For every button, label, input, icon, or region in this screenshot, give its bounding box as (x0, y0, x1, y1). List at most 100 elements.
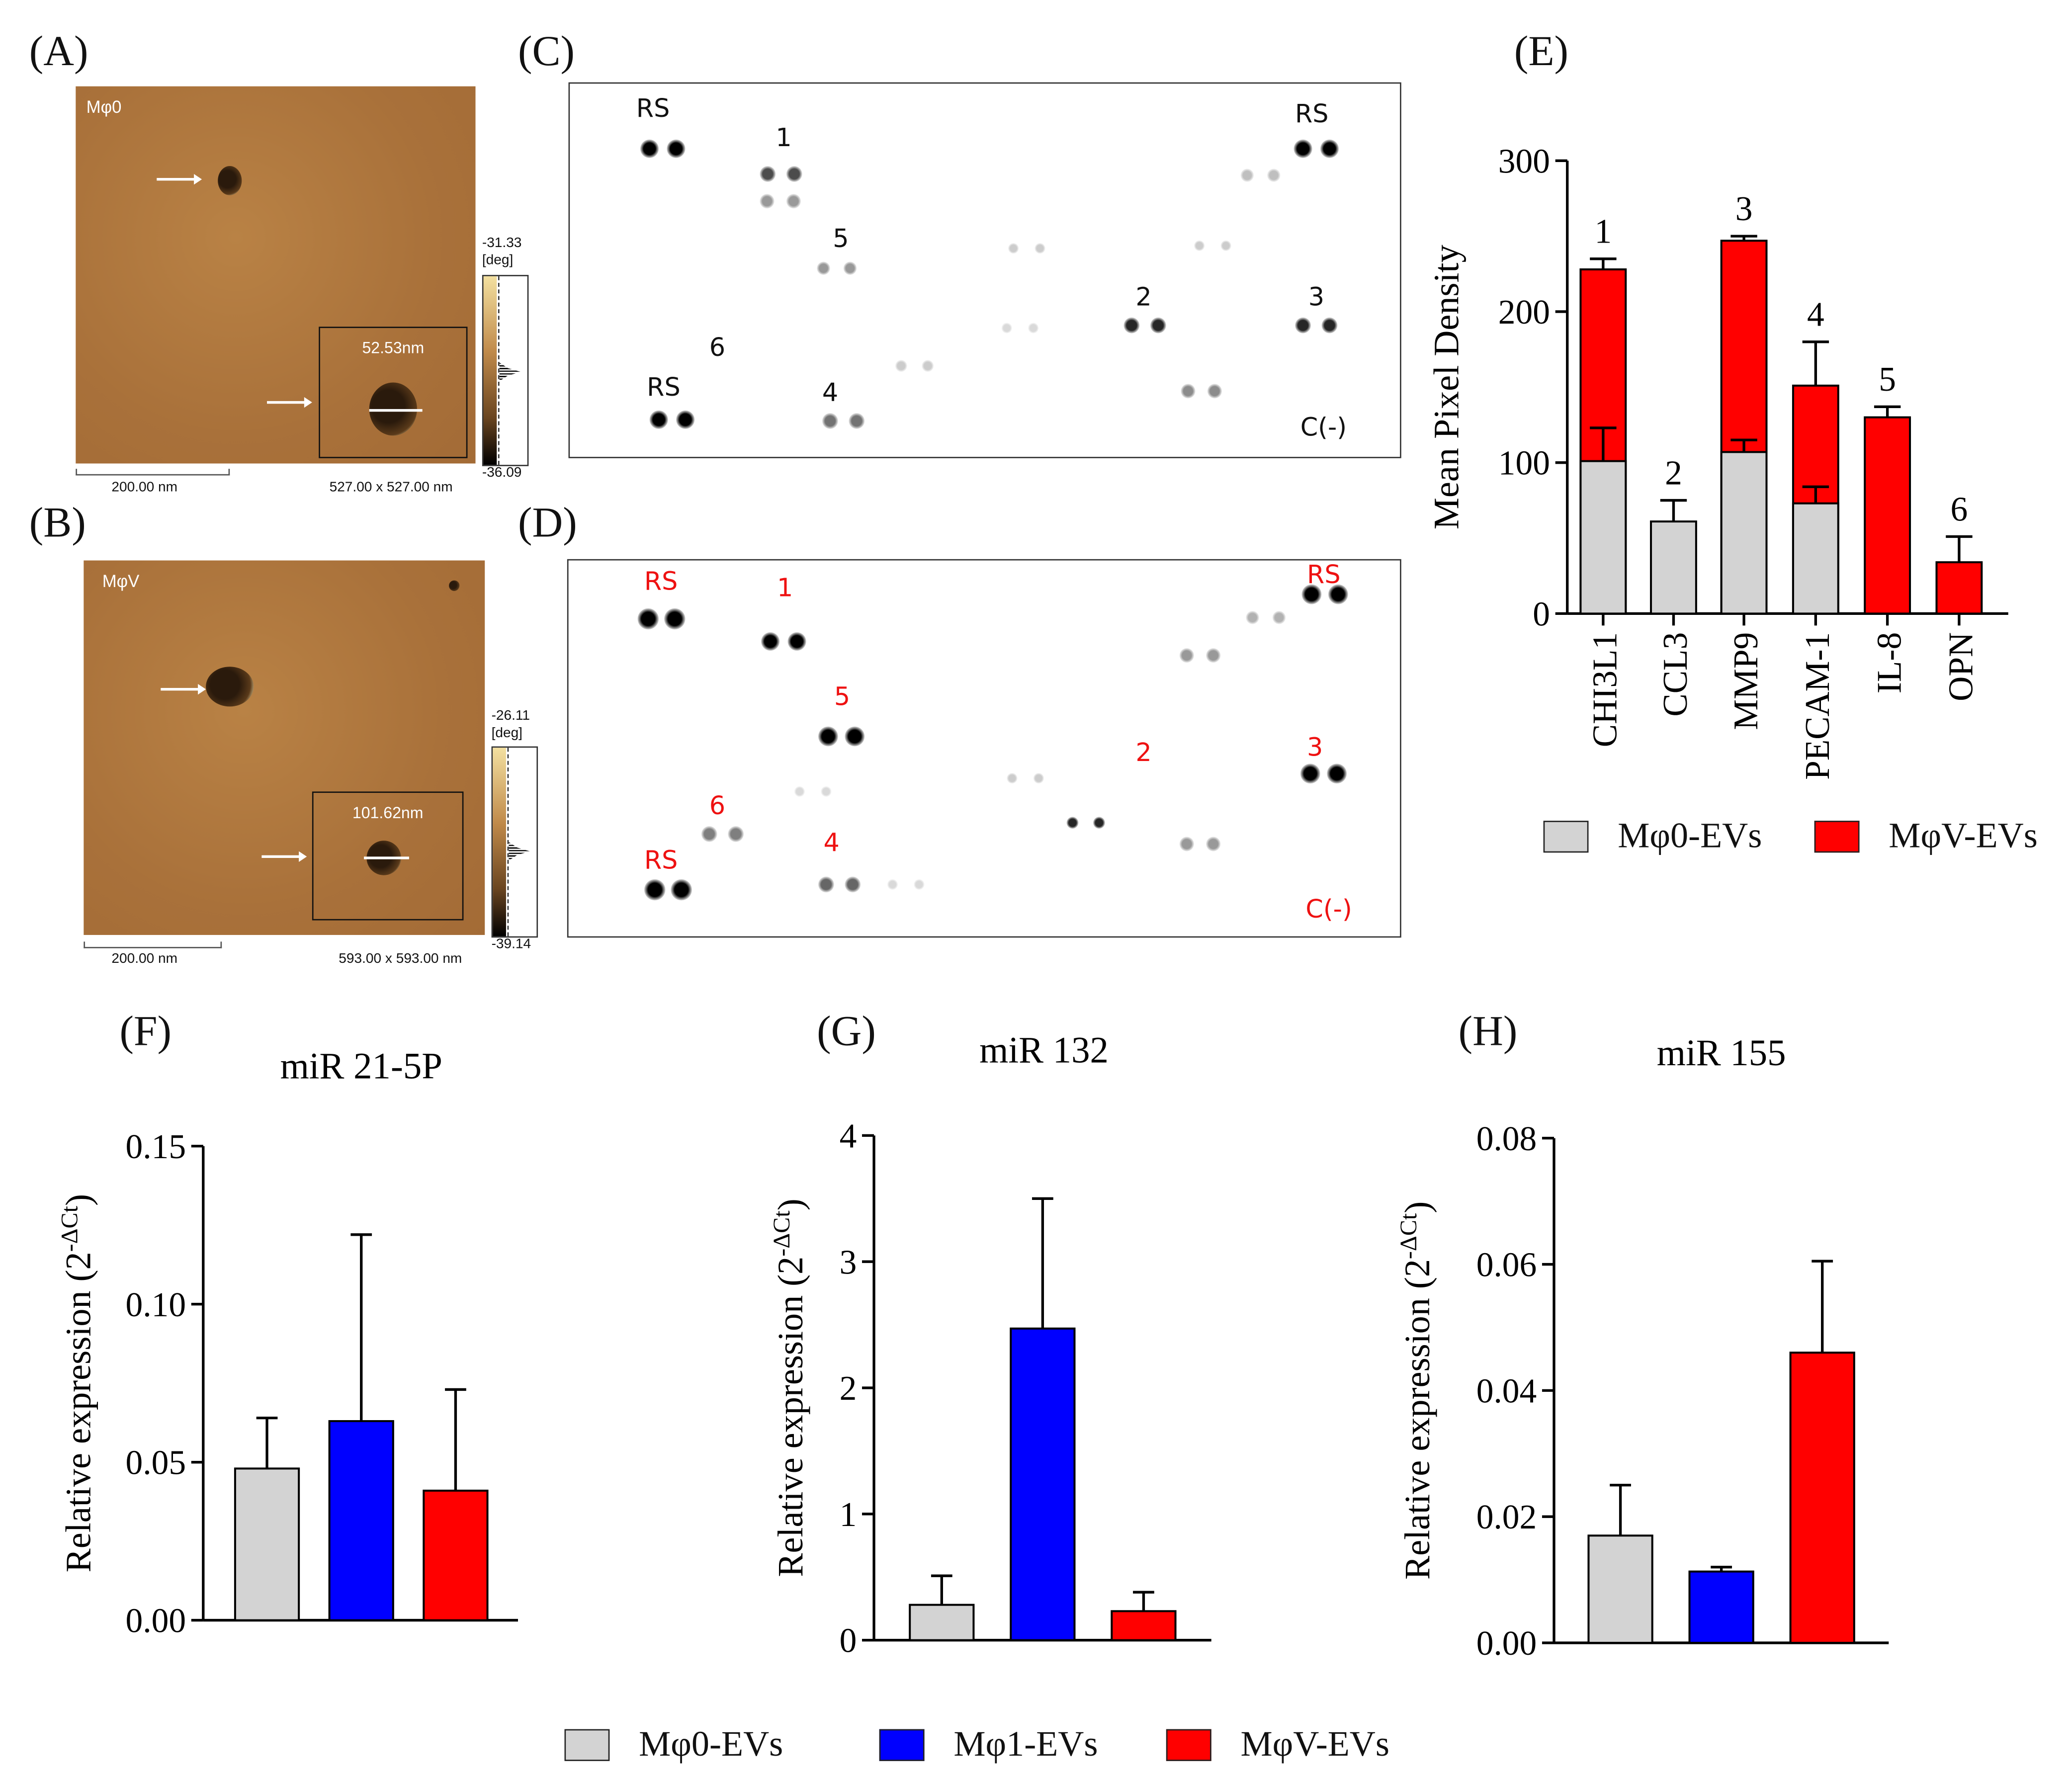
y-axis-label-end: ) (1397, 1201, 1437, 1213)
blot-label-neg: C(-) (1305, 895, 1352, 925)
y-tick-label: 0.08 (1476, 1120, 1537, 1158)
blot-spot (845, 876, 861, 893)
bar-m0 (1720, 451, 1768, 615)
x-tick-label: IL-8 (1870, 632, 1908, 693)
y-tick-label: 0.00 (126, 1602, 186, 1640)
y-axis-label-sup: -ΔCt (1395, 1213, 1421, 1259)
x-tick-label: CHI3L1 (1586, 632, 1625, 748)
blot-spot (1220, 240, 1231, 251)
cbar-max: -26.11 (491, 708, 530, 724)
chart-title: miR 155 (1657, 1032, 1786, 1074)
chart-title: miR 132 (979, 1029, 1109, 1071)
blot-label-rs2: RS (1307, 560, 1341, 590)
legend-label: Mφ0-EVs (1618, 815, 1762, 855)
panel-label-d: (D) (518, 498, 577, 546)
blot-spot (1267, 169, 1281, 182)
panel-label-g: (G) (817, 1007, 876, 1055)
blot-spot (1320, 139, 1339, 158)
y-tick-label: 2 (840, 1369, 857, 1408)
blot-spot (843, 261, 857, 275)
blot-spot (786, 166, 802, 182)
blot-spot (1300, 763, 1320, 784)
legend-swatch (1166, 1728, 1211, 1761)
y-axis-label-sup: -ΔCt (56, 1205, 83, 1252)
blot-label-n5: 5 (834, 682, 851, 712)
blot-label-n6: 6 (709, 791, 726, 821)
color-scale-bar (482, 275, 529, 466)
y-axis-label: Mean Pixel Density (1427, 245, 1467, 529)
y-tick-label: 0.04 (1476, 1372, 1537, 1410)
blot-spot (1301, 584, 1322, 604)
arrow-icon (261, 851, 307, 862)
blot-spot (1181, 384, 1196, 399)
vesicle (218, 166, 242, 195)
panel-label-b: (B) (29, 498, 86, 546)
blot-spot (1093, 817, 1105, 829)
blot-spot (1179, 837, 1194, 851)
blot-spot (1206, 837, 1221, 851)
blot-spot (1321, 317, 1338, 334)
inset-size-label: 101.62nm (352, 803, 424, 822)
y-tick-label: 0 (840, 1622, 857, 1660)
y-tick-label: 0.15 (126, 1128, 186, 1166)
panel-label-h: (H) (1458, 1007, 1518, 1055)
blot-spot (760, 194, 775, 209)
blot-spot (817, 261, 830, 275)
blot-label-n2: 2 (1135, 738, 1152, 768)
vesicle (206, 667, 254, 707)
blot-spot (849, 413, 865, 429)
blot-label-n3: 3 (1307, 733, 1323, 763)
scale-bar-label: 200.00 nm (111, 479, 178, 496)
y-axis-label-text: Mean Pixel Density (1427, 245, 1467, 529)
bar-number-label: 4 (1807, 296, 1824, 334)
blot-label-n4: 4 (822, 378, 839, 408)
y-tick-label: 0 (1533, 595, 1550, 633)
chart-title: miR 21-5P (280, 1046, 442, 1087)
blot-spot (761, 632, 780, 651)
legend-swatch (1814, 820, 1860, 852)
blot-spot (922, 360, 934, 372)
y-tick-label: 3 (840, 1243, 857, 1281)
y-axis-label-text: Relative expression (2 (59, 1252, 98, 1572)
blot-spot (845, 726, 865, 747)
bar-number-label: 1 (1594, 213, 1612, 251)
blot-spot (786, 194, 801, 209)
legend-mv: MφV-EVs (1166, 1724, 1389, 1765)
blot-spot (1179, 648, 1194, 663)
blot-spot (1008, 243, 1019, 254)
y-tick-label: 300 (1498, 142, 1550, 180)
scan-size-label: 593.00 x 593.00 nm (339, 951, 462, 967)
panel-label-f: (F) (119, 1007, 172, 1055)
blot-spot (1246, 611, 1259, 624)
blot-spot (1327, 763, 1347, 784)
measure-line (369, 409, 423, 412)
x-tick-label: MMP9 (1727, 632, 1765, 730)
legend-label: MφV-EVs (1889, 815, 2038, 855)
y-tick-label: 200 (1498, 293, 1550, 332)
arrow-icon (157, 174, 202, 185)
inset-size-label: 52.53nm (362, 339, 425, 357)
y-axis-label-end: ) (771, 1198, 810, 1210)
y-axis-label-sup: -ΔCt (768, 1210, 794, 1257)
afm-image-mv: MφV 101.62nm (84, 560, 485, 935)
blot-spot (1028, 323, 1039, 334)
cbar-max: -31.33 (482, 235, 522, 251)
bar-m1 (1010, 1327, 1076, 1641)
legend-e-mv: MφV-EVs (1814, 815, 2038, 856)
blot-spot (649, 410, 668, 429)
blot-spot (794, 786, 805, 797)
blot-spot (1206, 648, 1221, 663)
legend-label: MφV-EVs (1240, 1723, 1389, 1764)
y-tick-label: 0.05 (126, 1444, 186, 1482)
blot-spot (1272, 611, 1286, 624)
legend-e-m0: Mφ0-EVs (1543, 815, 1762, 856)
y-tick-label: 100 (1498, 444, 1550, 483)
legend-swatch (564, 1728, 610, 1761)
blot-spot (895, 360, 907, 372)
scale-bar (76, 469, 230, 476)
bar-number-label: 6 (1951, 490, 1968, 528)
blot-spot (1123, 317, 1140, 334)
scan-size-label: 527.00 x 527.00 nm (329, 479, 453, 496)
blot-spot (701, 826, 717, 842)
